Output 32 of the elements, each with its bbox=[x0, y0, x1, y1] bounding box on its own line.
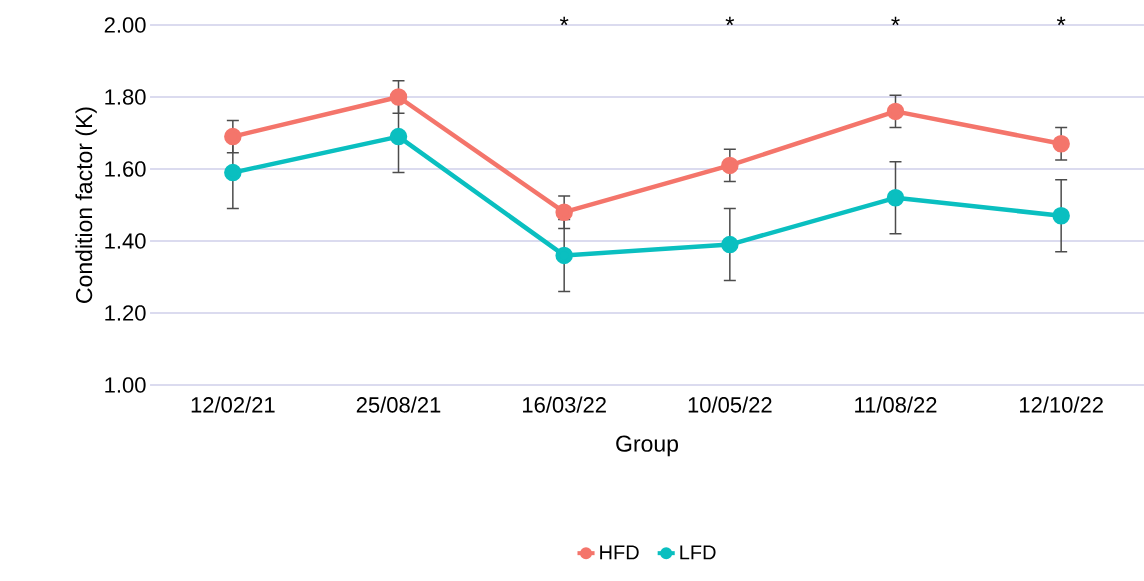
point bbox=[555, 246, 573, 265]
point bbox=[389, 127, 408, 146]
x-tick-label: 16/03/22 bbox=[523, 396, 606, 413]
x-tick-label: 12/10/22 bbox=[1020, 396, 1103, 413]
y-tick-label: 1.80 bbox=[105, 89, 146, 105]
point bbox=[389, 88, 408, 106]
y-tick-label: 1.00 bbox=[105, 377, 146, 393]
y-tick-label: 1.20 bbox=[105, 305, 146, 321]
point bbox=[721, 156, 739, 175]
x-tick-label: 11/08/22 bbox=[855, 396, 937, 413]
y-tick-label: 1.40 bbox=[105, 233, 146, 249]
y-axis-title: Condition factor (K) bbox=[75, 107, 97, 303]
y-tick-label: 2.00 bbox=[104, 17, 146, 33]
legend-label: HFD bbox=[600, 545, 639, 560]
point bbox=[886, 102, 905, 121]
point bbox=[224, 127, 242, 146]
point bbox=[555, 203, 573, 221]
point bbox=[886, 189, 905, 207]
x-tick-label: 25/08/21 bbox=[356, 396, 441, 413]
annotation: * bbox=[1056, 16, 1066, 26]
x-axis-title: Group bbox=[616, 435, 678, 457]
annotation: * bbox=[725, 16, 735, 26]
annotation: * bbox=[559, 16, 569, 26]
point bbox=[1052, 207, 1070, 225]
point bbox=[224, 163, 242, 182]
point bbox=[721, 235, 739, 254]
point bbox=[1052, 135, 1070, 153]
x-tick-label: 12/02/21 bbox=[191, 396, 275, 413]
x-tick-label: 10/05/22 bbox=[688, 396, 772, 413]
legend-label: LFD bbox=[680, 545, 716, 560]
annotation: * bbox=[891, 16, 900, 26]
y-tick-label: 1.60 bbox=[105, 161, 146, 177]
